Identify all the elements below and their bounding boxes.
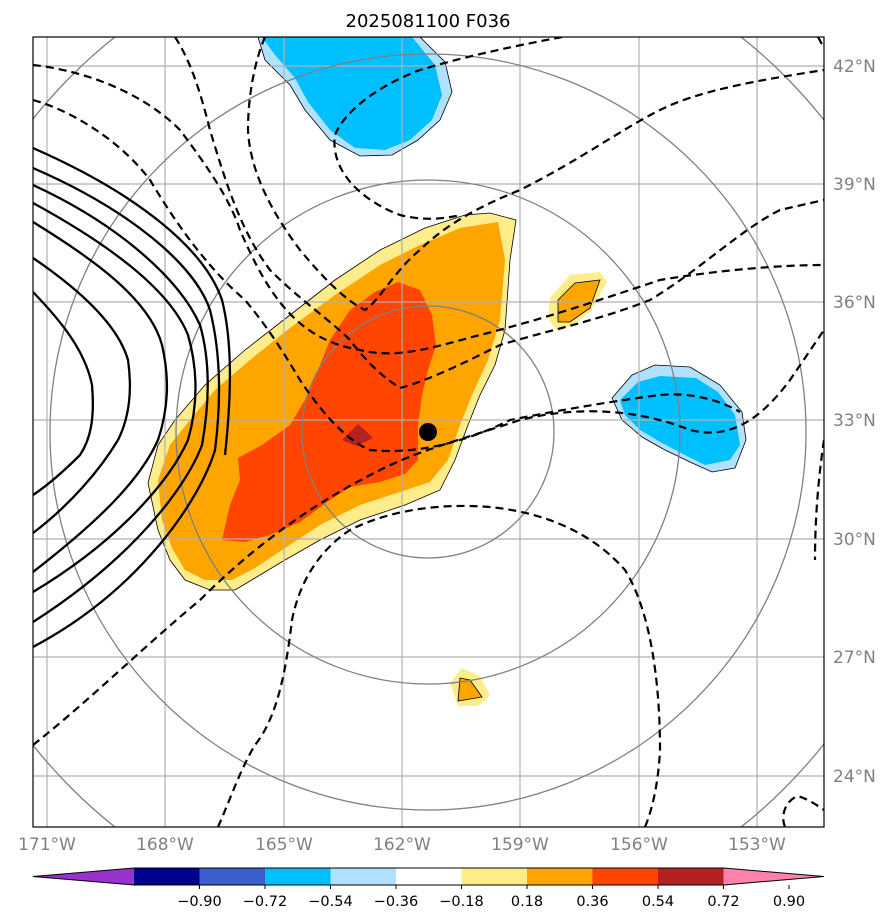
positive-anomaly-red xyxy=(222,282,436,542)
colorbar-extension-max xyxy=(723,868,824,885)
lon-label: 159°W xyxy=(491,835,549,855)
colorbar-segment xyxy=(265,868,331,885)
latitude-labels: 42°N 39°N 36°N 33°N 30°N 27°N 24°N xyxy=(833,57,876,787)
solid-contours xyxy=(33,146,232,649)
colorbar-tick-label: −0.36 xyxy=(374,894,418,910)
lat-label: 39°N xyxy=(833,175,876,195)
colorbar-segment xyxy=(527,868,593,885)
lon-label: 162°W xyxy=(373,835,431,855)
lon-label: 153°W xyxy=(728,835,786,855)
colorbar: −0.90 −0.72 −0.54 −0.36 −0.18 0.18 0.36 0.54 0.7… xyxy=(32,867,825,910)
colorbar-extension-min xyxy=(33,868,134,885)
map-title: 2025081100 F036 xyxy=(346,11,511,32)
colorbar-segment xyxy=(461,868,528,885)
colorbar-segment xyxy=(396,868,462,885)
positive-anomaly-darkred xyxy=(342,424,373,446)
graticule xyxy=(33,37,824,827)
colorbar-tick-label: 0.90 xyxy=(773,894,805,910)
lon-label: 156°W xyxy=(610,835,668,855)
colorbar-tick-label: −0.54 xyxy=(308,894,352,910)
lat-label: 33°N xyxy=(833,411,876,431)
lon-label: 165°W xyxy=(255,835,313,855)
colorbar-segment xyxy=(330,868,397,885)
lon-label: 171°W xyxy=(18,835,76,855)
lon-label: 168°W xyxy=(136,835,194,855)
colorbar-segment xyxy=(658,868,724,885)
lat-label: 42°N xyxy=(833,57,876,77)
colorbar-segment xyxy=(134,868,200,885)
dashed-contours xyxy=(33,37,824,827)
colorbar-tick-label: −0.72 xyxy=(243,894,287,910)
lat-label: 24°N xyxy=(833,767,876,787)
colorbar-segment xyxy=(199,868,266,885)
colorbar-tick-label: −0.18 xyxy=(439,894,483,910)
lat-label: 30°N xyxy=(833,530,876,550)
lat-label: 36°N xyxy=(833,293,876,313)
colorbar-tick-label: 0.36 xyxy=(576,894,608,910)
lat-label: 27°N xyxy=(833,648,876,668)
colorbar-tick-label: 0.18 xyxy=(511,894,543,910)
colorbar-tick-label: 0.72 xyxy=(707,894,739,910)
colorbar-tick-label: −0.90 xyxy=(177,894,221,910)
longitude-labels: 171°W 168°W 165°W 162°W 159°W 156°W 153°… xyxy=(18,835,786,855)
colorbar-outline xyxy=(32,867,825,886)
map-frame xyxy=(32,36,825,828)
colorbar-tick-label: 0.54 xyxy=(642,894,674,910)
colorbar-segment xyxy=(592,868,659,885)
storm-center-marker xyxy=(419,423,437,441)
